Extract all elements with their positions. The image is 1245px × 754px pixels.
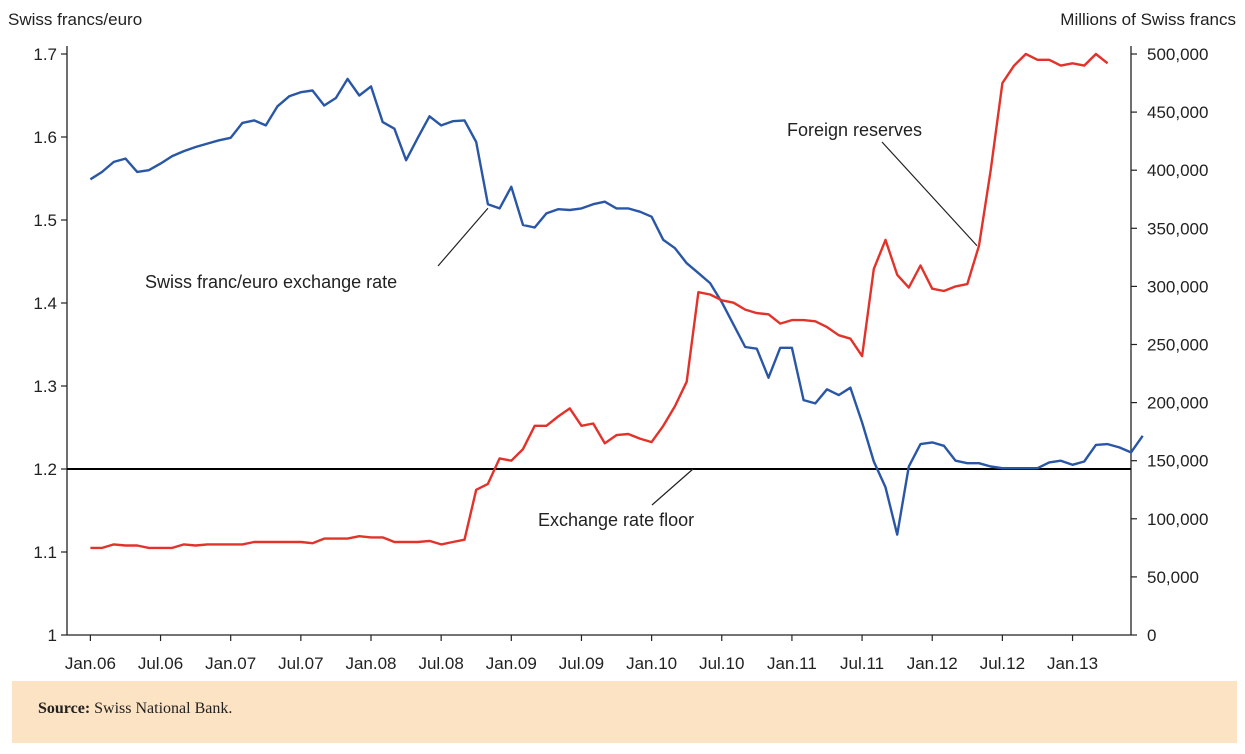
floor-annotation: Exchange rate floor	[538, 510, 694, 530]
exchange-rate-series-line	[89, 77, 1144, 536]
x-tick-label: Jul.12	[980, 654, 1025, 673]
x-tick-label: Jul.09	[559, 654, 604, 673]
right-tick-label: 100,000	[1147, 510, 1208, 529]
x-tick-label: Jan.12	[907, 654, 958, 673]
reserves-leader-line	[881, 141, 978, 247]
left-tick-label: 1.4	[33, 294, 57, 313]
right-tick-label: 0	[1147, 626, 1156, 645]
left-tick-label: 1.6	[33, 128, 57, 147]
exchange-rate-leader-line	[437, 207, 489, 267]
reserves-annotation: Foreign reserves	[787, 120, 922, 140]
x-tick-label: Jan.10	[626, 654, 677, 673]
right-tick-label: 400,000	[1147, 161, 1208, 180]
right-tick-label: 350,000	[1147, 219, 1208, 238]
right-tick-label: 50,000	[1147, 568, 1199, 587]
source-value: Swiss National Bank.	[90, 700, 233, 717]
right-axis-title: Millions of Swiss francs	[1060, 10, 1236, 29]
source-bar: Source: Swiss National Bank.	[12, 681, 1237, 743]
left-tick-label: 1	[48, 626, 57, 645]
source-text: Source: Swiss National Bank.	[38, 700, 232, 718]
axes: 1 1.1 1.2 1.3 1.4 1.5 1.6 1.7 0 50,000 100,000 150,…	[33, 45, 1208, 673]
reserves-series-line	[90, 52, 1109, 550]
chart: Swiss francs/euro Millions of Swiss fran…	[8, 10, 1236, 673]
right-tick-label: 250,000	[1147, 336, 1208, 355]
x-tick-label: Jul.10	[699, 654, 744, 673]
x-tick-label: Jan.09	[486, 654, 537, 673]
x-tick-label: Jan.13	[1047, 654, 1098, 673]
left-tick-label: 1.1	[33, 543, 57, 562]
annotations: Swiss franc/euro exchange rate Foreign r…	[145, 120, 978, 530]
floor-leader-line	[651, 468, 694, 506]
left-tick-label: 1.5	[33, 211, 57, 230]
right-tick-label: 150,000	[1147, 452, 1208, 471]
left-tick-label: 1.7	[33, 45, 57, 64]
x-tick-label: Jul.06	[138, 654, 183, 673]
left-tick-label: 1.2	[33, 460, 57, 479]
left-axis-title: Swiss francs/euro	[8, 10, 142, 29]
right-tick-label: 450,000	[1147, 103, 1208, 122]
x-tick-label: Jul.07	[278, 654, 323, 673]
right-tick-label: 200,000	[1147, 394, 1208, 413]
x-tick-label: Jan.11	[767, 654, 817, 673]
source-label: Source:	[38, 700, 91, 717]
left-tick-label: 1.3	[33, 377, 57, 396]
x-tick-label: Jan.06	[65, 654, 116, 673]
x-tick-label: Jul.08	[418, 654, 463, 673]
x-tick-label: Jan.07	[205, 654, 256, 673]
right-tick-label: 500,000	[1147, 45, 1208, 64]
x-tick-label: Jul.11	[840, 654, 884, 673]
right-tick-label: 300,000	[1147, 277, 1208, 296]
series-layer	[89, 52, 1144, 550]
x-tick-label: Jan.08	[345, 654, 396, 673]
exchange-rate-annotation: Swiss franc/euro exchange rate	[145, 272, 397, 292]
